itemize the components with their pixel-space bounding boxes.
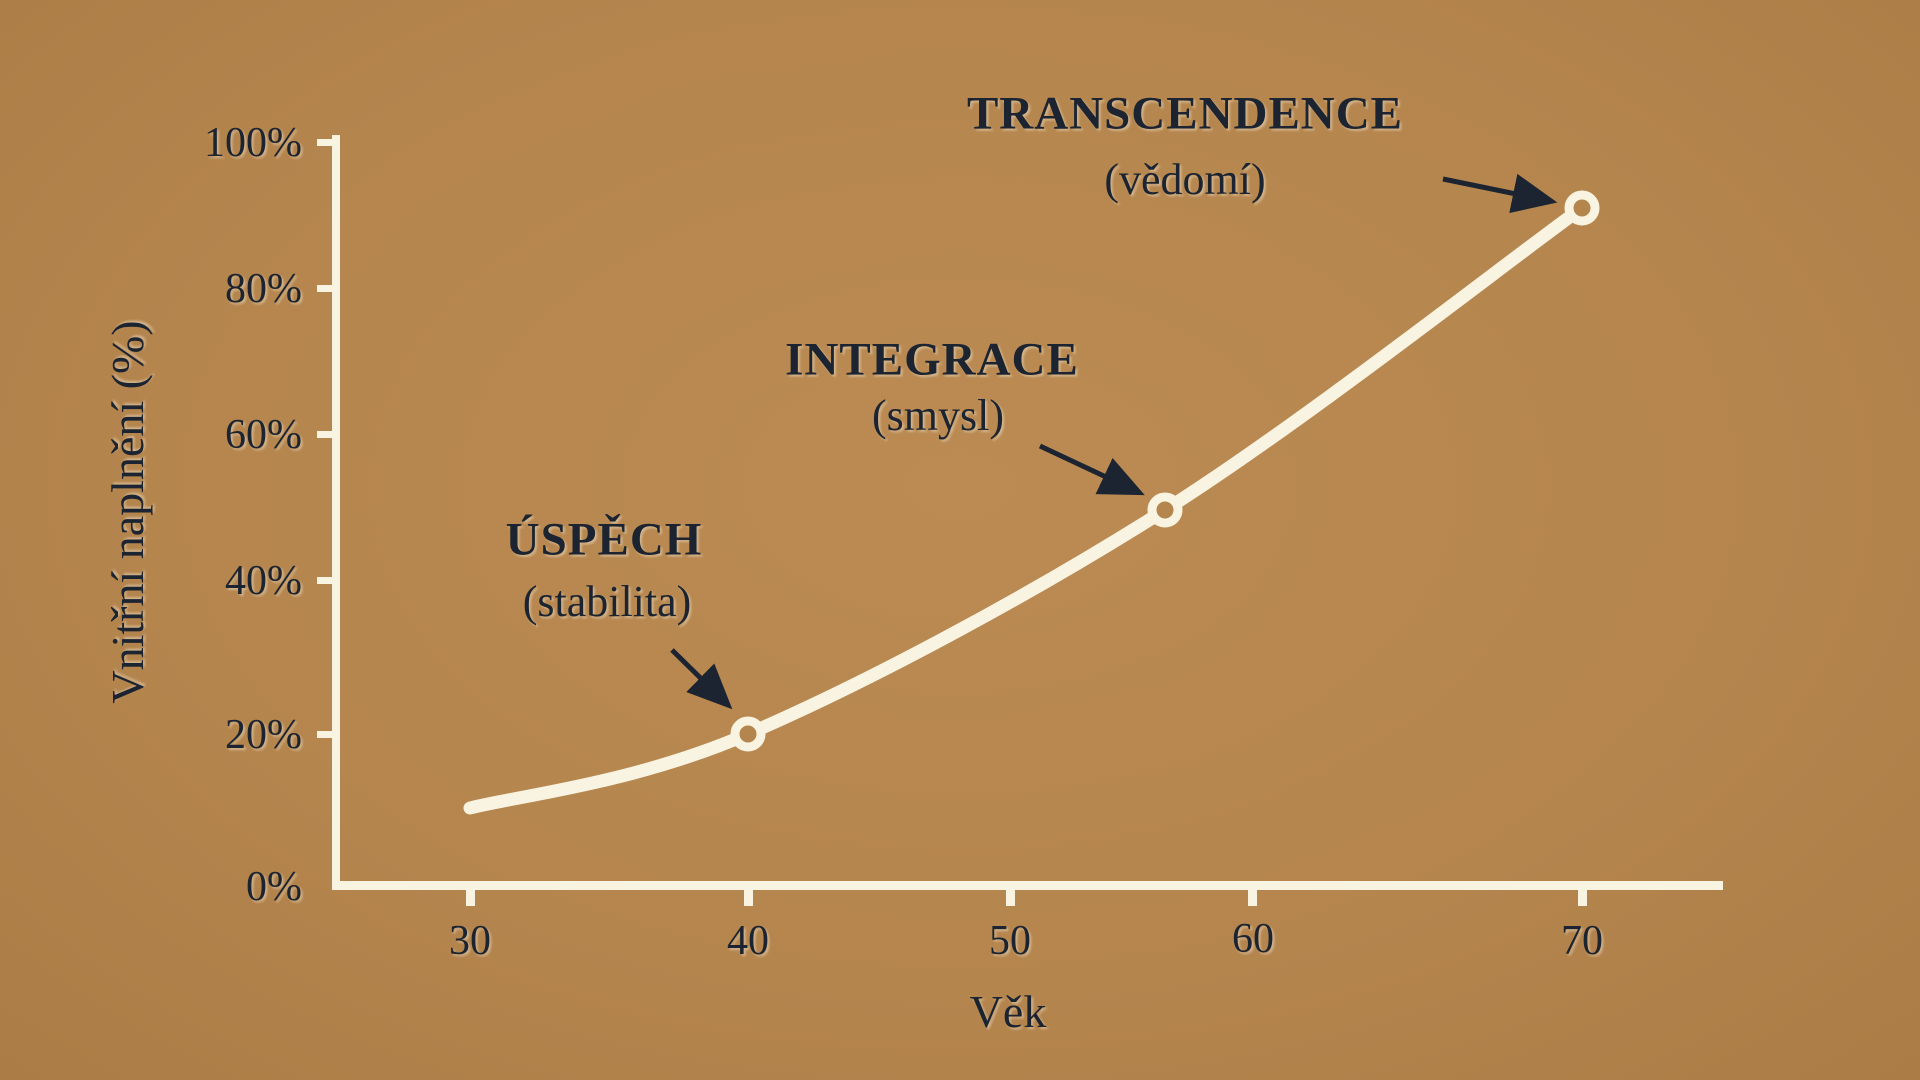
x-tick-label-60: 60 [1232,916,1274,962]
annotation-uspech-subtitle: (stabilita) [522,577,692,626]
point-marker-uspech [730,716,766,752]
x-tick-label-30: 30 [449,918,491,964]
x-axis-line [332,881,1723,890]
point-marker-integrace [1147,492,1183,528]
annotation-integrace-title: INTEGRACE [785,333,1079,386]
y-axis-line [332,135,340,885]
annotation-transcendence-subtitle: (vědomí) [1104,155,1266,204]
y-tick-label-40: 40% [225,558,302,604]
point-marker-transcendence [1564,190,1600,226]
integrace-arrow [1038,443,1145,496]
y-tick-label-60: 60% [225,412,302,458]
x-tick-label-70: 70 [1561,918,1603,964]
annotation-uspech-title: ÚSPĚCH [505,513,703,566]
annotation-transcendence-title: TRANSCENDENCE [966,87,1404,140]
annotation-integrace-subtitle: (smysl) [872,391,1004,440]
fulfillment-curve [463,201,1589,815]
y-tick-label-0: 0% [246,864,302,910]
x-tick-label-40: 40 [727,918,769,964]
x-tick-label-50: 50 [989,918,1031,964]
y-tick-label-100: 100% [204,120,302,166]
transcendence-arrow [1442,173,1558,214]
y-tick-label-20: 20% [225,712,302,758]
x-axis-title: Věk [969,986,1047,1037]
uspech-arrow [670,648,733,710]
y-axis-ticks [317,139,332,738]
y-tick-label-80: 80% [225,266,302,312]
y-axis-title: Vnitřní naplnění (%) [102,320,153,704]
x-axis-ticks [466,890,1587,906]
